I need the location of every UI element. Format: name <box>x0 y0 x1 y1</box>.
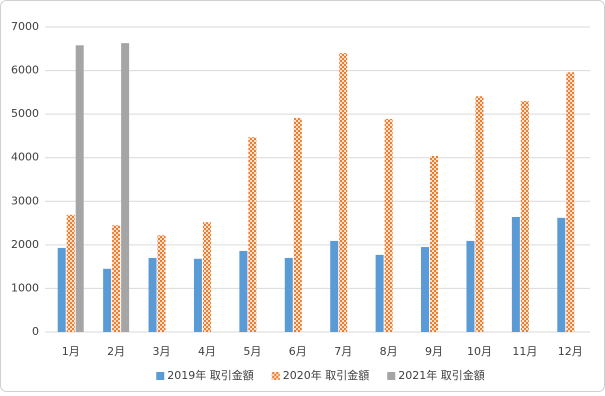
x-tick-label: 7月 <box>334 345 352 358</box>
x-tick-label: 11月 <box>512 345 537 358</box>
bar <box>57 247 66 332</box>
x-tick-label: 3月 <box>153 345 171 358</box>
x-tick-label: 10月 <box>467 345 492 358</box>
y-tick-label: 1000 <box>11 281 39 294</box>
bar <box>557 217 566 332</box>
y-tick-label: 5000 <box>11 107 39 120</box>
y-tick-label: 3000 <box>11 194 39 207</box>
y-tick-label: 4000 <box>11 151 39 164</box>
bar <box>202 222 211 332</box>
bar <box>566 72 575 333</box>
legend-swatch <box>156 372 165 380</box>
bar <box>293 118 302 332</box>
bar <box>330 240 339 332</box>
legend: 2019年 取引金額 2020年 取引金額 2021年 取引金額 <box>156 368 485 382</box>
x-tick-label: 12月 <box>558 345 583 358</box>
legend-swatch <box>271 372 280 380</box>
legend-label: 2020年 取引金額 <box>283 368 370 382</box>
legend-label: 2021年 取引金額 <box>398 368 485 382</box>
bar <box>157 235 166 332</box>
bar <box>75 45 84 333</box>
x-tick-label: 1月 <box>62 345 80 358</box>
legend-swatch <box>387 372 396 380</box>
bar <box>511 216 520 332</box>
x-tick-label: 2月 <box>107 345 125 358</box>
y-tick-label: 7000 <box>11 20 39 33</box>
bar <box>103 268 112 332</box>
bar <box>66 214 75 332</box>
bar <box>430 155 439 332</box>
bar <box>239 250 248 332</box>
bar <box>520 101 529 332</box>
bar <box>384 118 393 332</box>
x-tick-label: 5月 <box>243 345 261 358</box>
x-tick-label: 8月 <box>380 345 398 358</box>
y-tick-label: 2000 <box>11 238 39 251</box>
x-tick-label: 4月 <box>198 345 216 358</box>
y-tick-label: 6000 <box>11 64 39 77</box>
bar <box>375 254 384 332</box>
bar <box>284 257 293 332</box>
bar <box>112 225 121 332</box>
y-tick-label: 0 <box>32 325 39 338</box>
bar <box>121 43 130 332</box>
bar <box>248 137 257 332</box>
bar <box>466 240 475 332</box>
x-tick-label: 9月 <box>425 345 443 358</box>
bar <box>148 257 157 332</box>
bar <box>421 247 430 332</box>
bar <box>193 258 202 332</box>
legend-label: 2019年 取引金額 <box>167 368 254 382</box>
bar <box>475 96 484 333</box>
x-tick-label: 6月 <box>289 345 307 358</box>
bar <box>339 53 348 333</box>
